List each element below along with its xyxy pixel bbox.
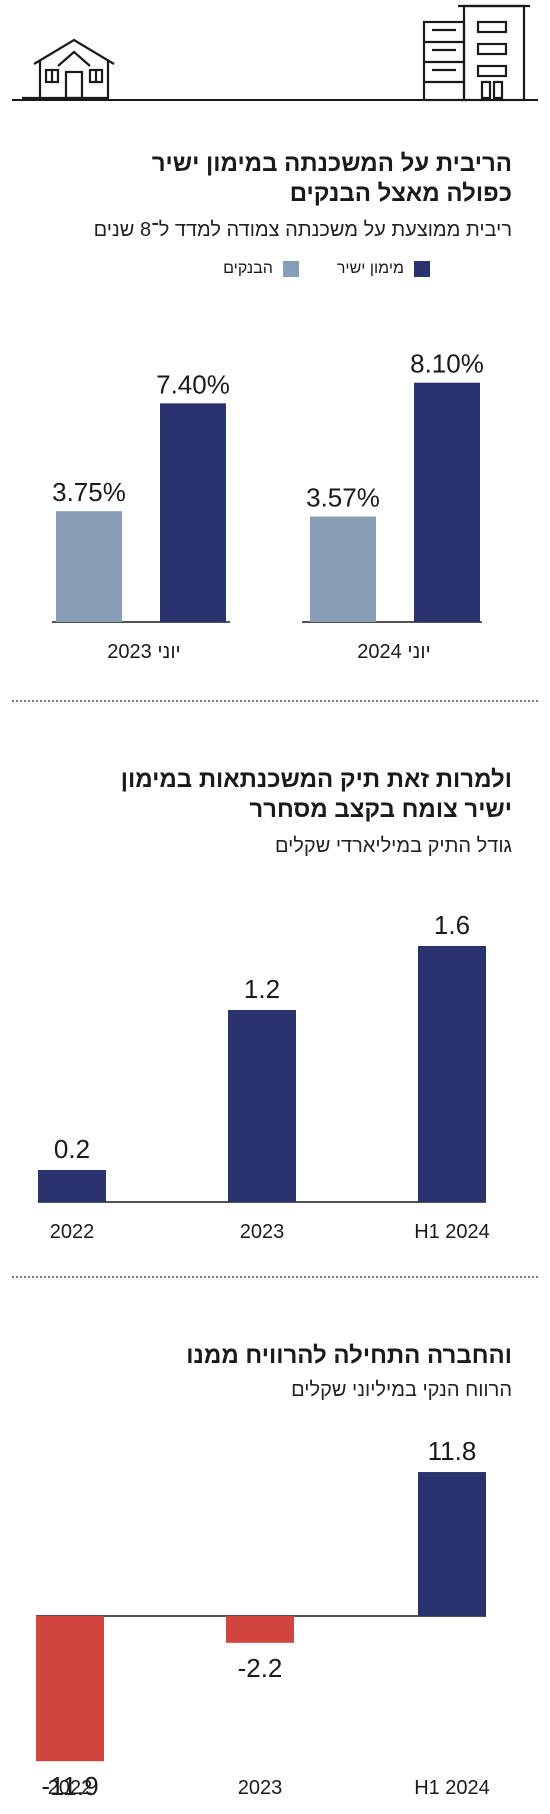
chart2-title-line1: ולמרות זאת תיק המשכנתאות במימון <box>120 766 512 793</box>
chart2-bar <box>38 1170 106 1202</box>
chart3-subtitle: הרווח הנקי במיליוני שקלים <box>291 1379 512 1401</box>
chart1-bar <box>414 382 480 622</box>
chart3-bar <box>226 1616 294 1643</box>
chart1-title-line2: כפולה מאצל הבנקים <box>289 180 512 207</box>
chart2-plot: 0.2 2022 1.2 2023 1.6 H1 2024 <box>38 910 490 1243</box>
chart3-value-label: -2.2 <box>238 1653 283 1683</box>
legend-swatch-direct <box>414 261 430 277</box>
chart2-bar <box>418 946 486 1202</box>
chart1-subtitle: ריבית ממוצעת על משכנתה צמודה למדד ל־8 שנ… <box>93 219 512 241</box>
chart3-category-label: H1 2024 <box>414 1777 490 1799</box>
chart1-category-label: יוני 2024 <box>357 641 430 663</box>
header-illustration <box>12 4 538 102</box>
chart1-title-line1: הריבית על המשכנתה במימון ישיר <box>151 150 512 177</box>
legend-item-banks: הבנקים <box>223 260 299 278</box>
chart1-value-label: 8.10% <box>410 349 484 379</box>
chart1-bar <box>56 511 122 622</box>
chart3-value-label: 11.8 <box>428 1436 477 1466</box>
chart2-subtitle: גודל התיק במיליארדי שקלים <box>274 835 512 857</box>
chart1-value-label: 3.57% <box>306 483 380 513</box>
chart3-value-label: -11.9 <box>41 1771 98 1801</box>
legend-label-banks: הבנקים <box>223 260 273 277</box>
building-icon <box>422 4 530 102</box>
chart2-category-label: 2022 <box>50 1221 95 1243</box>
chart1-legend: מימון ישיר הבנקים <box>223 260 430 278</box>
house-icon <box>22 38 115 100</box>
chart1-plot: 3.75% 7.40% יוני 2023 3.57% 8.10% יוני 2024 <box>52 349 484 663</box>
chart3-bar <box>418 1472 486 1616</box>
chart2-value-label: 1.2 <box>244 974 280 1004</box>
chart2-title-line2: ישיר צומח בקצב מסחרר <box>249 796 512 823</box>
chart3-title-line1: והחברה התחילה להרוויח ממנו <box>186 1342 512 1369</box>
legend-swatch-banks <box>282 261 299 277</box>
chart1-bar <box>310 516 376 622</box>
chart1-value-label: 7.40% <box>156 369 230 399</box>
divider-1 <box>12 700 538 702</box>
legend-item-direct: מימון ישיר <box>337 260 430 278</box>
chart1-category-label: יוני 2023 <box>107 641 180 663</box>
chart3-bar <box>36 1616 104 1762</box>
chart2-bar <box>228 1010 296 1202</box>
chart2-value-label: 1.6 <box>434 910 470 940</box>
chart3-category-label: 2023 <box>238 1777 283 1799</box>
chart2-category-label: 2023 <box>240 1221 285 1243</box>
legend-label-direct: מימון ישיר <box>336 260 404 277</box>
chart1-bar <box>160 403 226 622</box>
divider-2 <box>12 1276 538 1278</box>
chart2-value-label: 0.2 <box>54 1134 90 1164</box>
chart2-category-label: H1 2024 <box>414 1221 490 1243</box>
chart1-value-label: 3.75% <box>52 477 126 507</box>
chart3-category-label: 2022 <box>48 1777 93 1799</box>
